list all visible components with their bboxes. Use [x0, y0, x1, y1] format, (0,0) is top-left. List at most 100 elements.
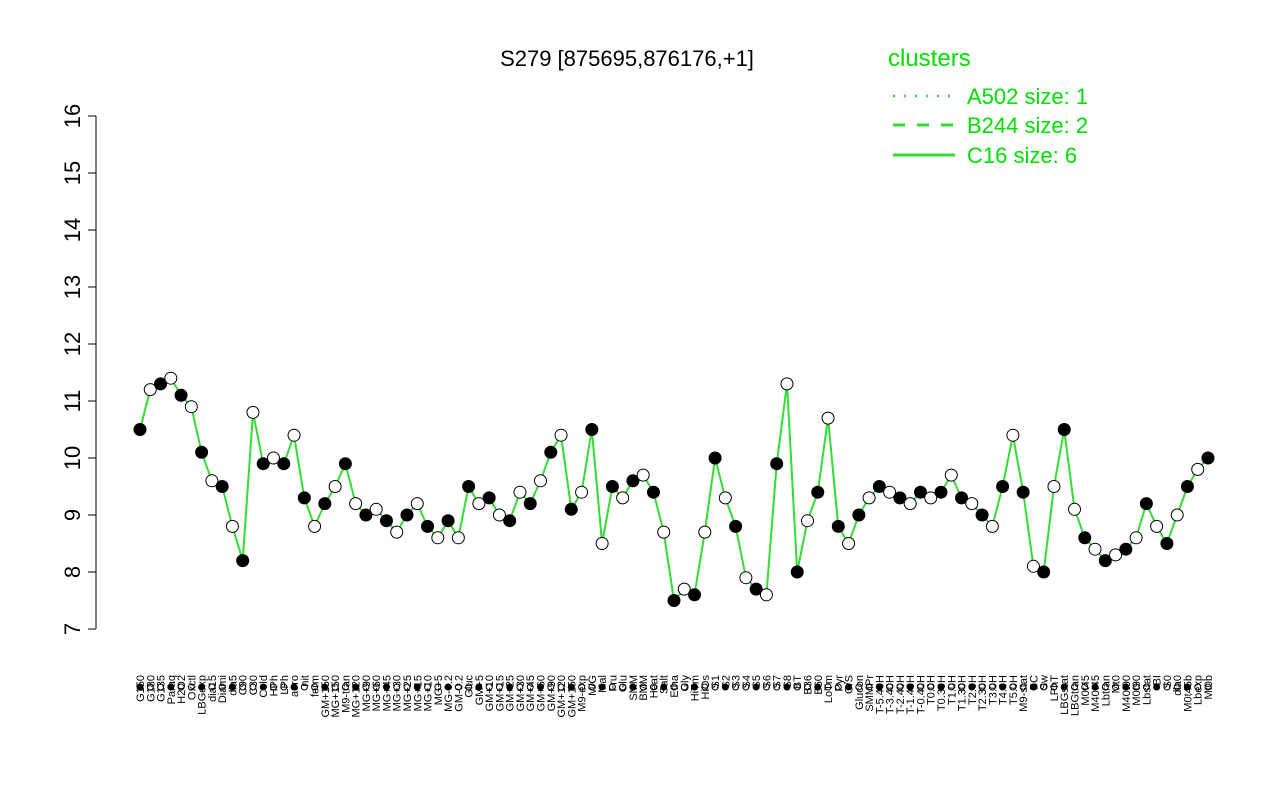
- x-tick-marker: [1183, 683, 1191, 691]
- x-tick-label: dia15: [207, 675, 219, 702]
- y-tick-label: 16: [60, 104, 85, 128]
- x-tick-label: T-3.40H: [885, 675, 897, 714]
- x-tick-label: S4: [741, 675, 753, 688]
- data-point: [225, 519, 239, 533]
- x-tick-label: LBGexp: [197, 675, 209, 715]
- x-tick-marker: [608, 683, 616, 691]
- data-point: [410, 497, 424, 511]
- x-tick-marker: [424, 683, 432, 691]
- data-point: [1088, 542, 1102, 556]
- y-tick-label: 7: [60, 623, 85, 635]
- x-tick-label: C30: [248, 675, 260, 695]
- x-tick-label: GM+25: [505, 675, 517, 711]
- x-tick-marker: [947, 683, 955, 691]
- data-point: [893, 491, 907, 505]
- x-tick-label: BT: [792, 675, 804, 689]
- x-tick-marker: [341, 683, 349, 691]
- data-point: [718, 491, 732, 505]
- x-tick-marker: [187, 683, 195, 691]
- x-tick-marker: [1204, 683, 1212, 691]
- x-tick-label: M0t45b: [1182, 675, 1194, 712]
- x-tick-marker: [146, 683, 154, 691]
- data-point: [1170, 508, 1184, 522]
- data-point: [811, 485, 825, 499]
- x-tick-label: GM-0.2: [453, 675, 465, 712]
- x-tick-label: T-1.40H: [905, 675, 917, 714]
- x-tick-marker: [136, 683, 144, 691]
- x-tick-label: G180: [145, 675, 157, 702]
- x-tick-label: M0t90: [1131, 675, 1143, 706]
- x-tick-marker: [1060, 683, 1068, 691]
- data-point: [236, 554, 250, 568]
- data-point: [1026, 559, 1040, 573]
- x-tick-label: GM+120: [556, 675, 568, 718]
- data-point: [246, 405, 260, 419]
- y-tick-label: 15: [60, 161, 85, 185]
- x-tick-marker: [1101, 683, 1109, 691]
- x-tick-marker: [382, 683, 390, 691]
- data-point: [801, 514, 814, 528]
- x-tick-label: GM+150: [320, 675, 332, 718]
- legend-title: clusters: [888, 45, 971, 72]
- data-point: [831, 519, 845, 533]
- x-tick-marker: [280, 683, 288, 691]
- data-point: [780, 377, 794, 391]
- x-tick-label: Paraq: [166, 675, 178, 704]
- data-point: [205, 474, 219, 488]
- x-tick-marker: [198, 683, 206, 691]
- x-tick-label: B36: [803, 675, 815, 695]
- data-point: [1078, 531, 1092, 545]
- data-point: [996, 480, 1010, 493]
- x-tick-marker: [958, 683, 966, 691]
- data-point: [1180, 480, 1194, 493]
- x-tick-marker: [701, 683, 709, 691]
- x-tick-label: Oxctl: [186, 675, 198, 700]
- data-point: [277, 457, 291, 471]
- x-tick-marker: [1153, 683, 1161, 691]
- x-tick-label: aero: [289, 675, 301, 697]
- x-tick-marker: [660, 683, 668, 691]
- x-tick-label: GM+15: [494, 675, 506, 711]
- data-point: [605, 480, 619, 493]
- x-tick-label: Sw: [1039, 675, 1051, 690]
- x-tick-label: M9-tran: [340, 675, 352, 713]
- x-tick-marker: [1122, 683, 1130, 691]
- data-point: [492, 508, 506, 522]
- x-tick-marker: [208, 683, 216, 691]
- data-point: [934, 485, 948, 499]
- data-point: [421, 519, 435, 533]
- x-tick-label: MG+15: [412, 675, 424, 711]
- legend-entry-a502: A502 size: 1: [967, 84, 1088, 109]
- x-tick-marker: [228, 683, 236, 691]
- x-tick-label: MG+60: [371, 675, 383, 711]
- chart-title: S279 [875695,876176,+1]: [500, 46, 754, 71]
- data-point: [1139, 497, 1153, 511]
- x-tick-label: S8: [782, 675, 794, 688]
- y-tick-label: 8: [60, 566, 85, 578]
- x-tick-marker: [526, 683, 534, 691]
- x-tick-marker: [475, 683, 483, 691]
- x-tick-label: MG+5: [433, 675, 445, 705]
- x-tick-label: MG+10: [423, 675, 435, 711]
- x-tick-label: T5.0H: [1008, 675, 1020, 705]
- x-tick-marker: [783, 683, 791, 691]
- y-axis: 7 8 9 10 11 12 13 14 15 16: [60, 104, 97, 635]
- data-point: [1098, 554, 1112, 568]
- x-tick-label: S3: [731, 675, 743, 688]
- x-tick-marker: [762, 683, 770, 691]
- data-point: [872, 480, 886, 493]
- data-point: [1201, 451, 1215, 465]
- x-tick-marker: [1142, 683, 1150, 691]
- x-tick-marker: [352, 683, 360, 691]
- data-point: [554, 428, 568, 442]
- x-tick-marker: [680, 683, 688, 691]
- x-tick-marker: [1132, 683, 1140, 691]
- x-tick-marker: [619, 683, 627, 691]
- legend: clusters A502 size: 1 B244 size: 2 C16 s…: [888, 45, 1088, 168]
- x-tick-marker: [988, 683, 996, 691]
- data-point: [534, 474, 547, 488]
- y-tick-label: 10: [60, 446, 85, 470]
- x-tick-marker: [886, 683, 894, 691]
- x-tick-label: S5: [751, 675, 763, 688]
- data-point: [462, 480, 476, 493]
